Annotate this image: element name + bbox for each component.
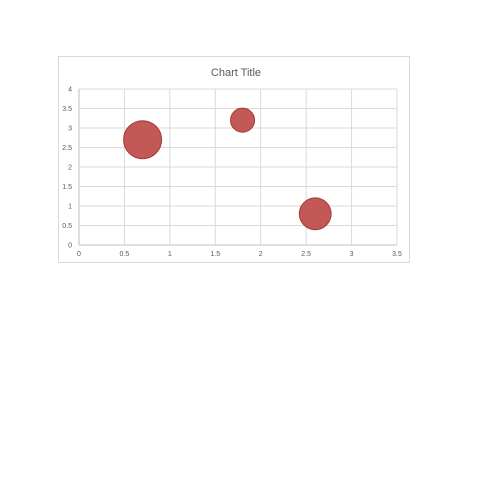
- bubble-chart: Chart Title 0 0.5 1 1.5 2 2.5 3 3.5 0 0.5 1 1.5 2 2.5…: [62, 67, 402, 259]
- y-tick-label: 3: [68, 126, 72, 133]
- x-tick-label: 3: [350, 251, 354, 258]
- y-tick-label: 2: [68, 165, 72, 172]
- bubble-point: [123, 120, 163, 160]
- x-tick-label: 1: [168, 251, 172, 258]
- y-tick-label: 2.5: [62, 145, 72, 152]
- x-tick-label: 2.5: [301, 251, 311, 258]
- y-tick-label: 1.5: [62, 184, 72, 191]
- y-tick-label: 3.5: [62, 106, 72, 113]
- y-tick-label: 0.5: [62, 223, 72, 230]
- bubble-point: [230, 107, 256, 133]
- x-tick-label: 3.5: [392, 251, 402, 258]
- tick-labels: 0 0.5 1 1.5 2 2.5 3 3.5 0 0.5 1 1.5 2 2.5 3 3.5 4: [62, 87, 402, 259]
- x-tick-label: 0.5: [120, 251, 130, 258]
- x-tick-label: 2: [259, 251, 263, 258]
- y-tick-label: 4: [68, 87, 72, 94]
- chart-title: Chart Title: [211, 67, 261, 79]
- x-tick-label: 1.5: [210, 251, 220, 258]
- x-tick-label: 0: [77, 251, 81, 258]
- y-tick-label: 1: [68, 204, 72, 211]
- chart-area: Chart Title 0 0.5 1 1.5 2 2.5 3 3.5 0 0.5 1 1.5 2 2.5…: [58, 56, 410, 263]
- axes: [78, 89, 397, 246]
- bubbles: [123, 107, 332, 231]
- y-tick-label: 0: [68, 243, 72, 250]
- bubble-point: [298, 197, 332, 231]
